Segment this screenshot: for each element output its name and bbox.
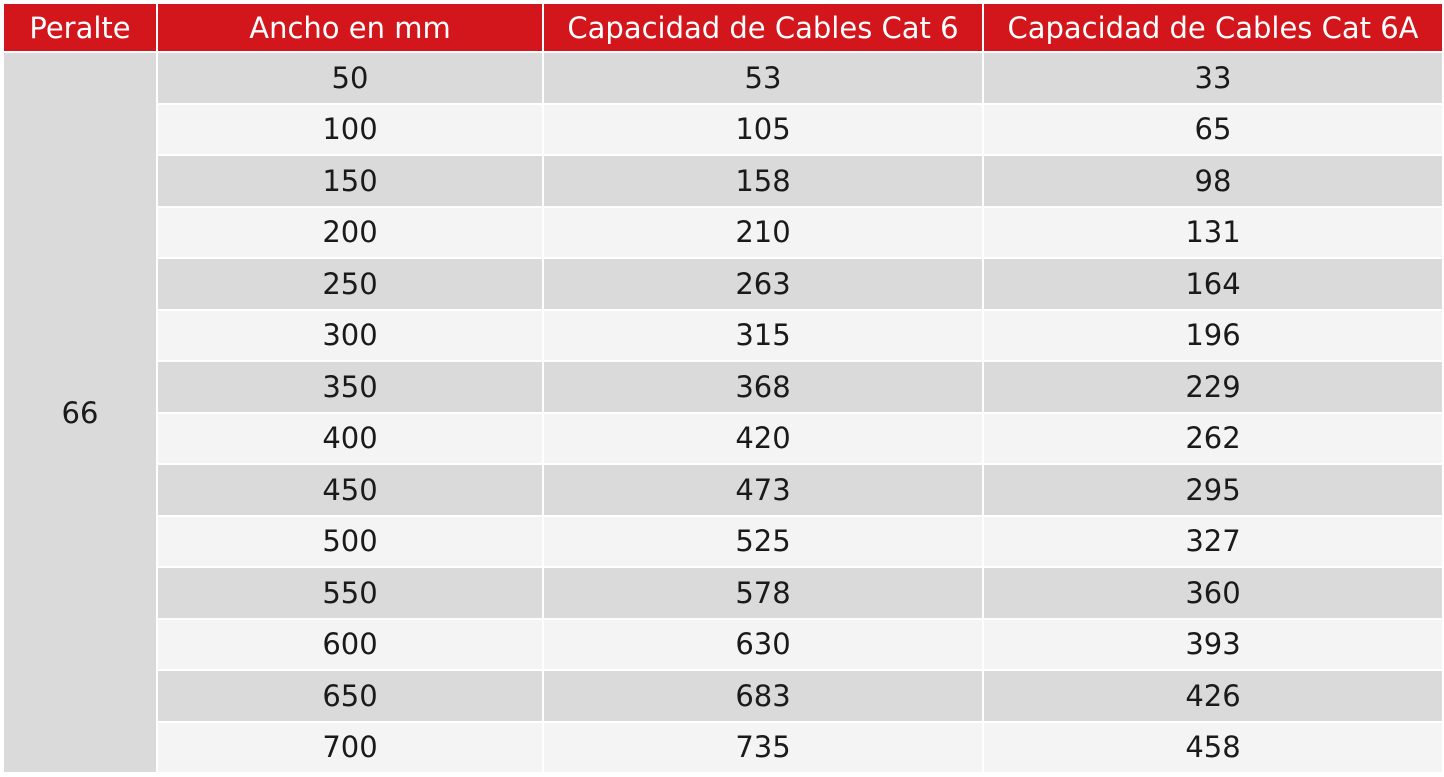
- ancho-cell: 450: [158, 465, 542, 515]
- cat6a-capacity-cell: 262: [984, 413, 1442, 463]
- ancho-cell: 650: [158, 671, 542, 721]
- header-peralte: Peralte: [4, 4, 156, 51]
- header-row: Peralte Ancho en mm Capacidad de Cables …: [4, 4, 1442, 51]
- table-row: 650 683 426: [4, 671, 1442, 721]
- cat6a-capacity-cell: 360: [984, 568, 1442, 618]
- cat6-capacity-cell: 578: [544, 568, 982, 618]
- cat6-capacity-cell: 473: [544, 465, 982, 515]
- ancho-cell: 550: [158, 568, 542, 618]
- table-row: 250 263 164: [4, 259, 1442, 309]
- cat6-capacity-cell: 105: [544, 104, 982, 154]
- cat6-capacity-cell: 735: [544, 722, 982, 772]
- ancho-cell: 350: [158, 362, 542, 412]
- ancho-cell: 300: [158, 310, 542, 360]
- table-row: 350 368 229: [4, 362, 1442, 412]
- ancho-cell: 100: [158, 104, 542, 154]
- cat6-capacity-cell: 630: [544, 619, 982, 669]
- ancho-cell: 700: [158, 722, 542, 772]
- peralte-value: 66: [4, 53, 156, 772]
- ancho-cell: 250: [158, 259, 542, 309]
- cat6a-capacity-cell: 327: [984, 516, 1442, 566]
- ancho-cell: 600: [158, 619, 542, 669]
- table-row: 100 105 65: [4, 104, 1442, 154]
- header-cat6a-capacity: Capacidad de Cables Cat 6A: [984, 4, 1442, 51]
- table-header: Peralte Ancho en mm Capacidad de Cables …: [4, 4, 1442, 51]
- table-row: 450 473 295: [4, 465, 1442, 515]
- cat6a-capacity-cell: 131: [984, 207, 1442, 257]
- cat6a-capacity-cell: 164: [984, 259, 1442, 309]
- table-row: 400 420 262: [4, 413, 1442, 463]
- cat6a-capacity-cell: 98: [984, 156, 1442, 206]
- table-row: 150 158 98: [4, 156, 1442, 206]
- ancho-cell: 400: [158, 413, 542, 463]
- table-row: 550 578 360: [4, 568, 1442, 618]
- ancho-cell: 150: [158, 156, 542, 206]
- cat6-capacity-cell: 315: [544, 310, 982, 360]
- ancho-cell: 500: [158, 516, 542, 566]
- table-row: 700 735 458: [4, 722, 1442, 772]
- cat6-capacity-cell: 53: [544, 53, 982, 103]
- cat6a-capacity-cell: 295: [984, 465, 1442, 515]
- cat6-capacity-cell: 420: [544, 413, 982, 463]
- cat6-capacity-cell: 263: [544, 259, 982, 309]
- cat6a-capacity-cell: 229: [984, 362, 1442, 412]
- ancho-cell: 200: [158, 207, 542, 257]
- cat6a-capacity-cell: 393: [984, 619, 1442, 669]
- table-body: 66 50 53 33 100 105 65 150 158 98 200 210 131 250 263 1…: [4, 53, 1442, 772]
- cat6-capacity-cell: 683: [544, 671, 982, 721]
- header-cat6-capacity: Capacidad de Cables Cat 6: [544, 4, 982, 51]
- ancho-cell: 50: [158, 53, 542, 103]
- cat6a-capacity-cell: 458: [984, 722, 1442, 772]
- cat6-capacity-cell: 525: [544, 516, 982, 566]
- table-row: 500 525 327: [4, 516, 1442, 566]
- table-row: 600 630 393: [4, 619, 1442, 669]
- table-row: 66 50 53 33: [4, 53, 1442, 772]
- header-ancho: Ancho en mm: [158, 4, 542, 51]
- cat6a-capacity-cell: 33: [984, 53, 1442, 103]
- cat6a-capacity-cell: 426: [984, 671, 1442, 721]
- cat6-capacity-cell: 368: [544, 362, 982, 412]
- cat6a-capacity-cell: 65: [984, 104, 1442, 154]
- cat6-capacity-cell: 210: [544, 207, 982, 257]
- table-row: 200 210 131: [4, 207, 1442, 257]
- cat6-capacity-cell: 158: [544, 156, 982, 206]
- table-row: 300 315 196: [4, 310, 1442, 360]
- cat6a-capacity-cell: 196: [984, 310, 1442, 360]
